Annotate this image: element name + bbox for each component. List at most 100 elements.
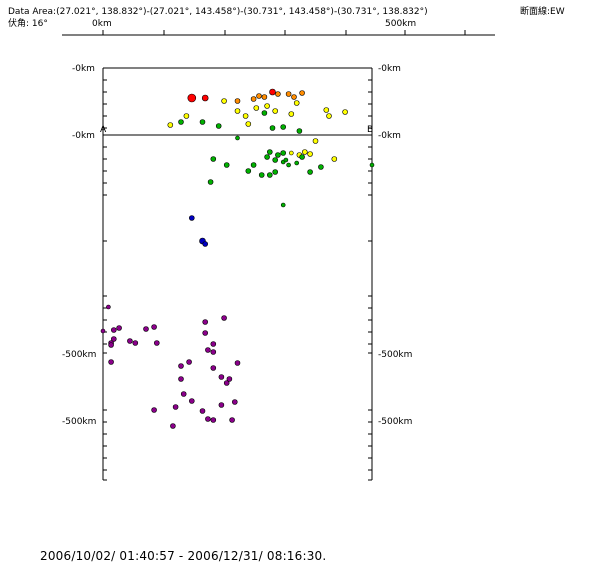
hypocenter-point [202, 319, 208, 325]
hypocenter-point [210, 156, 217, 162]
hypocenter-point [210, 349, 217, 355]
hypocenter-point [199, 119, 206, 125]
hypocenter-point [178, 363, 184, 369]
dip-angle-label: 伏角: 16° [8, 17, 48, 29]
hypocenter-point [106, 304, 111, 310]
y-label-left-surface: -0km [72, 131, 95, 141]
hypocenter-point [266, 149, 273, 155]
hypocenter-point [189, 215, 195, 221]
hypocenter-point [215, 123, 222, 129]
hypocenter-point [286, 162, 291, 168]
hypocenter-point [108, 342, 114, 348]
hypocenter-point [178, 119, 184, 125]
hypocenter-point [132, 340, 139, 346]
hypocenter-point [291, 94, 297, 100]
hypocenter-point [202, 241, 208, 247]
hypocenter-point [283, 157, 289, 163]
scale-end-label: 500km [385, 19, 416, 29]
hypocenter-point [293, 100, 300, 106]
hypocenter-point [223, 380, 230, 386]
hypocenter-point [301, 149, 308, 155]
hypocenter-point [170, 423, 176, 429]
hypocenter-point [221, 315, 227, 321]
hypocenter-point [223, 162, 230, 168]
section-start-label: A [100, 125, 107, 135]
y-label-left-500a: -500km [62, 350, 96, 360]
hypocenter-point [116, 325, 122, 331]
hypocenter-point [127, 338, 133, 344]
hypocenter-point [235, 135, 240, 141]
section-line-label: 断面線:EW [520, 5, 565, 17]
hypocenter-point [111, 327, 117, 333]
hypocenter-point [201, 94, 209, 102]
scale-start-label: 0km [92, 19, 112, 29]
hypocenter-point [323, 107, 330, 113]
hypocenter-point [167, 122, 174, 128]
hypocenter-point [234, 360, 241, 366]
hypocenter-point [210, 417, 217, 423]
hypocenter-point [331, 156, 338, 162]
data-area-label: Data Area:(27.021°, 138.832°)-(27.021°, … [8, 7, 428, 17]
y-label-right-surface: -0km [378, 131, 401, 141]
hypocenter-point [210, 341, 217, 347]
hypocenter-point [299, 154, 305, 160]
hypocenter-point [280, 202, 286, 208]
hypocenter-point [205, 347, 211, 353]
hypocenter-point [245, 168, 252, 174]
hypocenter-point [269, 125, 276, 131]
hypocenter-point [275, 152, 281, 158]
hypocenter-point [111, 336, 117, 342]
hypocenter-point [143, 326, 149, 332]
hypocenter-point [186, 359, 192, 365]
hypocenter-point [312, 138, 319, 144]
hypocenter-point [100, 328, 106, 334]
hypocenter-point [253, 105, 260, 111]
scale-bar: 0km 500km [62, 19, 495, 36]
hypocenter-point [269, 88, 276, 96]
hypocenter-point [280, 150, 287, 156]
hypocenter-point [178, 376, 184, 382]
plot-frame [102, 67, 373, 480]
hypocenter-point [234, 98, 241, 104]
hypocenter-point [296, 128, 303, 134]
hypocenter-point [294, 160, 300, 166]
hypocenter-point [250, 96, 257, 102]
hypocenter-point [342, 109, 348, 115]
y-label-right-500b: -500km [378, 417, 412, 427]
hypocenter-point [266, 172, 273, 178]
hypocenter-point [326, 113, 332, 119]
hypocenter-point [218, 374, 225, 380]
hypocenter-point [189, 398, 195, 404]
hypocenter-point [258, 172, 265, 178]
hypocenter-point [210, 365, 217, 371]
hypocenter-point [180, 391, 187, 397]
hypocenter-point [151, 324, 157, 330]
period-label: 2006/10/02/ 01:40:57 - 2006/12/31/ 08:16… [40, 549, 327, 563]
hypocenter-point [307, 151, 313, 157]
hypocenter-point [318, 164, 324, 170]
hypocenter-point [199, 408, 206, 414]
hypocenter-point [264, 154, 270, 160]
hypocenter-point [261, 94, 268, 100]
hypocenter-points [100, 88, 375, 429]
hypocenter-point [218, 402, 225, 408]
hypocenter-point [288, 111, 295, 117]
hypocenter-point [250, 162, 257, 168]
hypocenter-point [154, 340, 160, 346]
y-label-left-500b: -500km [62, 417, 96, 427]
hypocenter-point [275, 91, 281, 97]
y-axis-ticks [103, 67, 372, 481]
y-label-right-top: -0km [378, 64, 401, 74]
hypocenter-point [226, 376, 233, 382]
hypocenter-point [261, 110, 268, 116]
hypocenter-point [299, 90, 305, 96]
hypocenter-point [272, 169, 279, 175]
hypocenter-point [187, 93, 197, 103]
hypocenter-point [108, 359, 114, 365]
hypocenter-point [288, 150, 294, 156]
hypocenter-point [229, 417, 235, 423]
hypocenter-point [245, 121, 252, 127]
hypocenter-point [202, 330, 208, 336]
hypocenter-point [234, 108, 241, 114]
